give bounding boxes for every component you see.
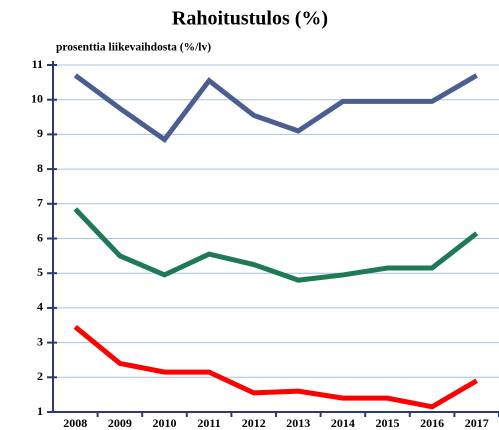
x-tick-label: 2014 — [331, 416, 355, 430]
x-tick-label: 2017 — [465, 416, 489, 430]
y-tick-label: 3 — [37, 334, 43, 348]
x-tick-label: 2012 — [242, 416, 266, 430]
y-tick-label: 2 — [37, 369, 43, 383]
line-series — [73, 325, 478, 410]
y-tick-label: 11 — [32, 57, 43, 71]
x-tick-label: 2011 — [197, 416, 220, 430]
y-tick-label: 4 — [37, 300, 43, 314]
y-tick-label: 7 — [37, 196, 43, 210]
x-tick-label: 2016 — [420, 416, 444, 430]
line-series — [73, 207, 479, 283]
chart-title: Rahoitustulos (%) — [172, 8, 328, 30]
line-series — [73, 73, 478, 144]
y-tick-label: 9 — [37, 126, 43, 140]
y-tick-label: 1 — [37, 404, 43, 418]
y-tick-label: 10 — [31, 91, 43, 105]
y-tick-label: 5 — [37, 265, 43, 279]
chart-subtitle: prosenttia liikevaihdosta (%/lv) — [56, 42, 211, 54]
x-tick-label: 2013 — [286, 416, 310, 430]
x-tick-label: 2010 — [153, 416, 177, 430]
y-tick-label: 6 — [37, 230, 43, 244]
x-tick-label: 2009 — [108, 416, 132, 430]
x-tick-label: 2008 — [63, 416, 87, 430]
x-tick-label: 2015 — [376, 416, 400, 430]
y-tick-label: 8 — [37, 161, 43, 175]
